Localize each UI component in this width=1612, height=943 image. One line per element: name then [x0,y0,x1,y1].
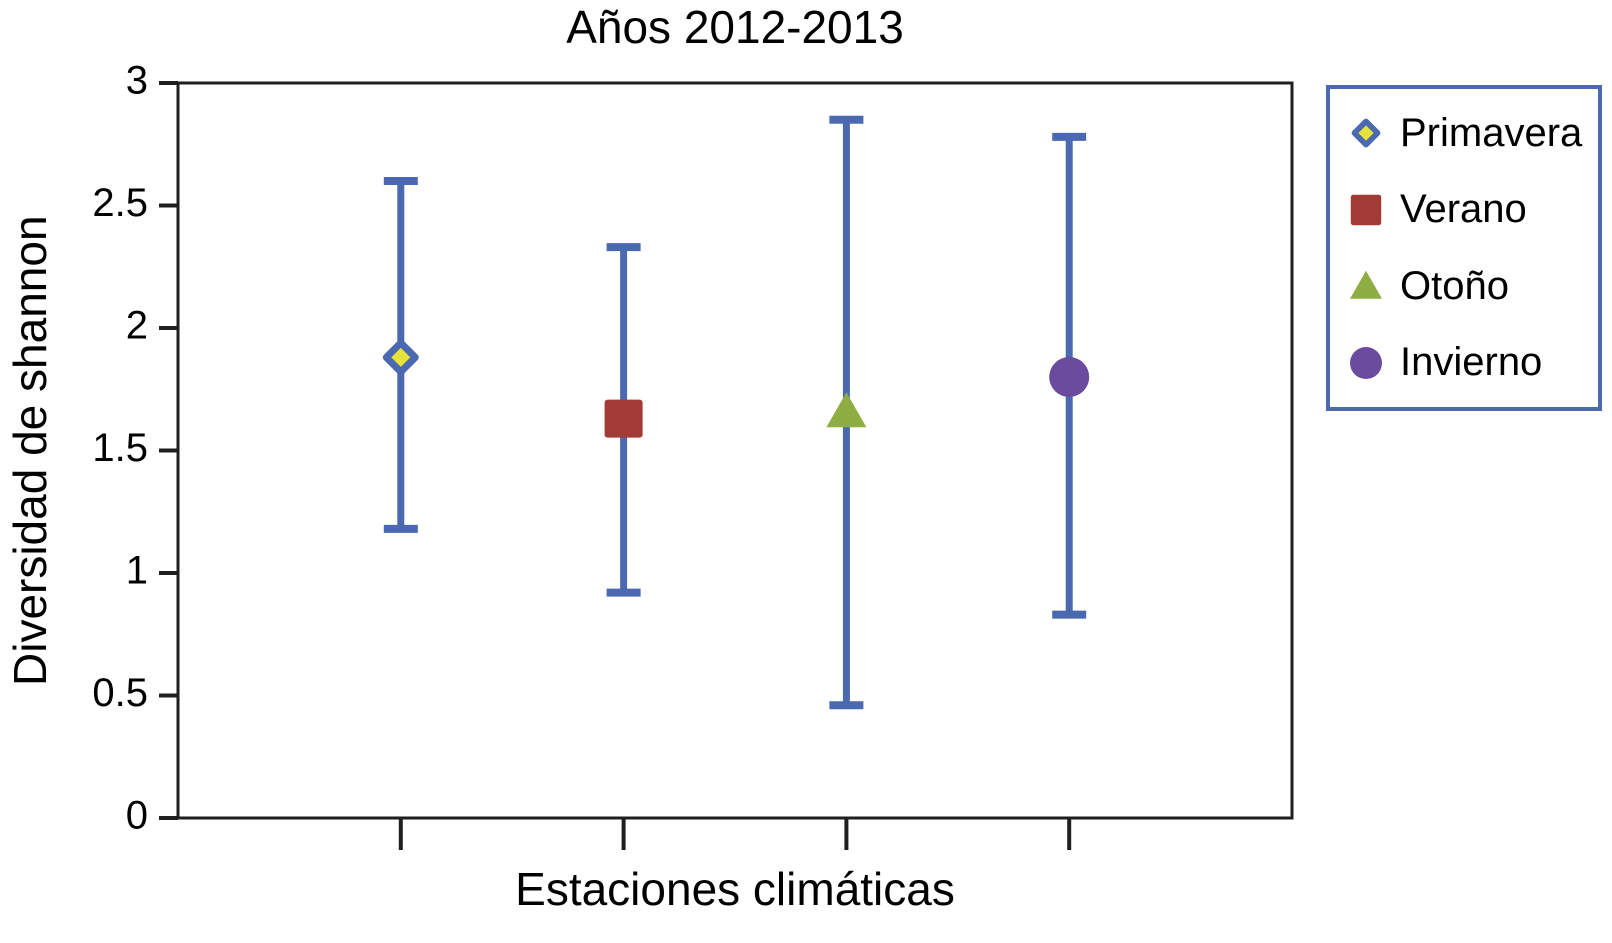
svg-text:1.5: 1.5 [92,426,148,470]
triangle-marker-icon [1350,271,1382,300]
svg-text:3: 3 [126,59,148,103]
legend-label: Primavera [1400,110,1583,155]
legend-label: Otoño [1400,263,1509,308]
svg-text:0: 0 [126,794,148,838]
legend-item-primavera: Primavera [1344,111,1598,156]
legend-item-invierno: Invierno [1344,340,1598,385]
legend-label: Verano [1400,187,1527,232]
legend-item-verano: Verano [1344,187,1598,232]
legend-item-otono: Otoño [1344,264,1598,309]
square-marker-icon [1350,194,1382,225]
svg-text:1: 1 [126,549,148,593]
legend-label: Invierno [1400,340,1543,385]
svg-text:0.5: 0.5 [92,671,148,715]
circle-marker-icon [1350,346,1382,379]
svg-text:2.5: 2.5 [92,181,148,225]
chart-title: Años 2012-2013 [566,1,904,53]
svg-text:2: 2 [126,304,148,348]
x-axis-label: Estaciones climáticas [515,863,955,915]
diamond-marker-icon [1351,118,1381,148]
legend: Primavera Verano Otoño Invierno [1326,85,1602,411]
